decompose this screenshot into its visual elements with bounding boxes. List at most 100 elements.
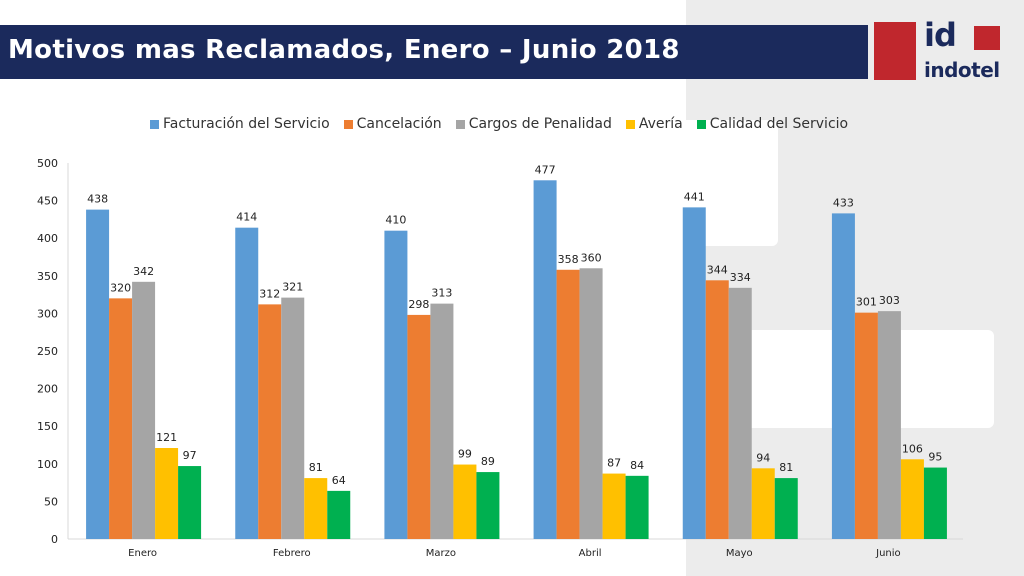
legend-swatch	[696, 119, 706, 129]
data-label: 84	[630, 459, 644, 472]
data-label: 477	[535, 163, 556, 176]
bar	[384, 230, 408, 539]
bar	[407, 314, 431, 539]
data-label: 94	[756, 451, 770, 464]
y-tick-label: 400	[37, 232, 58, 245]
logo-name: indotel	[924, 58, 1000, 82]
data-label: 438	[87, 193, 108, 206]
data-label: 303	[879, 294, 900, 307]
data-label: 342	[133, 265, 154, 278]
data-label: 360	[581, 251, 602, 264]
data-label: 320	[110, 281, 131, 294]
bar	[86, 209, 110, 539]
chart-legend: Facturación del Servicio Cancelación Cargo…	[150, 116, 848, 132]
data-label: 321	[282, 281, 303, 294]
y-tick-label: 450	[37, 195, 58, 208]
y-tick-label: 50	[44, 495, 58, 508]
background-card	[560, 120, 778, 246]
legend-swatch	[343, 119, 353, 129]
bar	[327, 490, 351, 539]
data-label: 89	[481, 455, 495, 468]
legend-item: Cargos de Penalidad	[455, 116, 612, 132]
bar	[235, 227, 259, 539]
y-tick-label: 250	[37, 345, 58, 358]
bar	[281, 297, 305, 539]
legend-label: Cargos de Penalidad	[468, 116, 612, 132]
data-label: 441	[684, 190, 705, 203]
data-label: 87	[607, 457, 621, 470]
bar	[476, 472, 500, 539]
bar	[453, 464, 477, 539]
data-label: 312	[259, 287, 280, 300]
legend-label: Facturación del Servicio	[163, 116, 330, 132]
x-tick-label: Marzo	[426, 548, 456, 559]
legend-item: Calidad del Servicio	[696, 116, 849, 132]
legend-swatch	[455, 119, 465, 129]
bar	[602, 473, 626, 539]
bar	[728, 287, 752, 539]
x-tick-label: Enero	[128, 548, 157, 559]
bar	[304, 478, 328, 539]
bar	[430, 303, 454, 539]
x-tick-label: Junio	[875, 548, 901, 559]
legend-item: Avería	[625, 116, 683, 132]
legend-item: Cancelación	[343, 116, 442, 132]
data-label: 106	[902, 442, 923, 455]
x-tick-label: Mayo	[726, 548, 753, 559]
y-tick-label: 100	[37, 458, 58, 471]
bar	[900, 459, 924, 539]
data-label: 358	[558, 253, 579, 266]
data-label: 301	[856, 296, 877, 309]
x-tick-label: Abril	[579, 548, 602, 559]
bar	[831, 213, 855, 539]
bar	[705, 280, 729, 539]
bar	[923, 467, 947, 539]
legend-label: Cancelación	[356, 116, 442, 132]
legend-item: Facturación del Servicio	[150, 116, 330, 132]
bar	[109, 298, 133, 539]
data-label: 334	[730, 271, 751, 284]
data-label: 298	[408, 298, 429, 311]
bar	[579, 268, 603, 539]
data-label: 64	[332, 474, 346, 487]
slide-title: Motivos mas Reclamados, Enero – Junio 20…	[8, 35, 680, 65]
title-bar: Motivos mas Reclamados, Enero – Junio 20…	[0, 25, 868, 79]
bar	[877, 311, 901, 539]
data-label: 95	[928, 451, 942, 464]
data-label: 414	[236, 211, 257, 224]
data-label: 81	[309, 461, 323, 474]
legend-swatch	[150, 119, 159, 129]
y-tick-label: 150	[37, 420, 58, 433]
legend-label: Avería	[638, 116, 683, 132]
logo-grid-icon	[974, 26, 1000, 50]
y-tick-label: 500	[37, 157, 58, 170]
bar	[682, 207, 706, 540]
data-label: 313	[431, 287, 452, 300]
bar	[178, 466, 202, 539]
y-tick-label: 0	[51, 533, 58, 546]
data-label: 97	[183, 449, 197, 462]
bar	[625, 475, 649, 539]
x-tick-label: Febrero	[273, 548, 311, 559]
data-label: 81	[779, 461, 793, 474]
bar	[854, 312, 878, 539]
data-label: 121	[156, 431, 177, 444]
logo-red-block	[874, 22, 916, 80]
y-tick-label: 300	[37, 307, 58, 320]
y-tick-label: 350	[37, 270, 58, 283]
bar	[751, 468, 775, 539]
bar	[774, 478, 798, 539]
bar	[533, 180, 557, 539]
bar	[556, 269, 580, 539]
legend-label: Calidad del Servicio	[709, 116, 849, 132]
data-label: 99	[458, 448, 472, 461]
bar	[155, 448, 179, 539]
bar	[258, 304, 282, 539]
legend-swatch	[625, 119, 635, 129]
data-label: 433	[833, 196, 854, 209]
indotel-logo: id indotel	[874, 16, 1004, 84]
data-label: 344	[707, 263, 728, 276]
logo-mark: id	[924, 16, 957, 54]
y-tick-label: 200	[37, 383, 58, 396]
